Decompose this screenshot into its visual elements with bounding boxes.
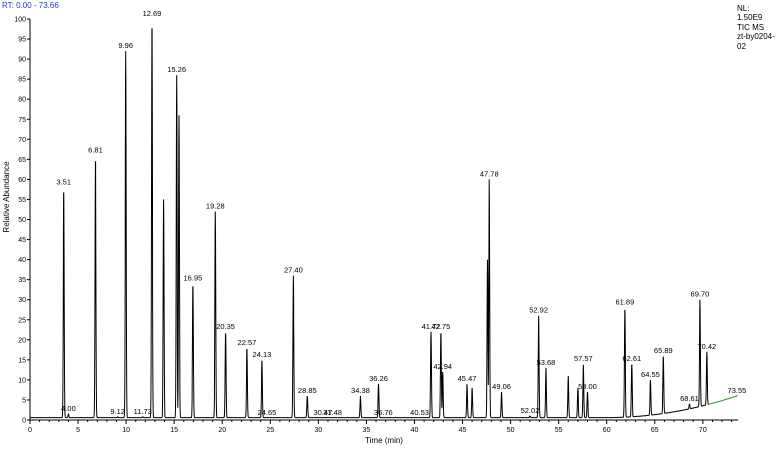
- chromatogram-trace: [30, 28, 709, 419]
- x-tick-label: 25: [266, 427, 274, 434]
- peak-label: 61.89: [615, 298, 634, 307]
- peak-label: 31.48: [323, 408, 342, 417]
- y-tick-label: 0: [22, 418, 26, 425]
- y-tick-label: 45: [18, 237, 26, 244]
- peak-label: 24.13: [253, 350, 272, 359]
- y-tick-label: 65: [18, 157, 26, 164]
- x-tick-label: 35: [363, 427, 371, 434]
- peak-label: 49.06: [492, 382, 511, 391]
- y-tick-label: 90: [18, 57, 26, 64]
- peak-label: 57.57: [574, 354, 593, 363]
- peak-label: 62.61: [622, 354, 641, 363]
- peak-label: 20.35: [216, 322, 235, 331]
- peak-label: 34.38: [351, 386, 370, 395]
- chromatogram-tail-segment: [708, 395, 739, 405]
- x-tick-label: 45: [459, 427, 467, 434]
- x-tick-label: 30: [314, 427, 322, 434]
- x-axis-ticks: 0 5 10 15 20 25 30 35 40 45 50 55 60 65 70: [28, 420, 733, 434]
- y-axis-ticks: 0 5 10 15 20 25 30 35 40 45 50 55 60 65 70 75 80 85 90 95 10…: [14, 17, 30, 425]
- peak-label: 9.12: [110, 407, 125, 416]
- y-tick-label: 100: [14, 17, 26, 24]
- peak-label: 41.72: [422, 322, 441, 331]
- peak-label: 69.70: [691, 290, 710, 299]
- x-tick-label: 20: [218, 427, 226, 434]
- peak-label: 3.51: [56, 177, 71, 186]
- y-tick-label: 95: [18, 37, 26, 44]
- peak-label: 42.94: [433, 362, 452, 371]
- x-tick-label: 40: [411, 427, 419, 434]
- peak-label: 65.89: [654, 346, 673, 355]
- x-axis-title: Time (min): [365, 436, 403, 445]
- peak-label: 19.28: [206, 201, 225, 210]
- y-tick-label: 80: [18, 97, 26, 104]
- x-tick-label: 65: [651, 427, 659, 434]
- y-tick-label: 15: [18, 357, 26, 364]
- x-tick-label: 15: [170, 427, 178, 434]
- peak-label: 73.55: [728, 386, 747, 395]
- peak-label: 24.65: [258, 408, 277, 417]
- peak-label: 68.61: [680, 394, 699, 403]
- x-tick-label: 70: [699, 427, 707, 434]
- sample-name: zt-by0204-: [737, 32, 775, 42]
- y-axis-title: Relative Abundance: [2, 161, 11, 233]
- peak-label: 36.26: [369, 374, 388, 383]
- peak-label: 42.75: [432, 322, 451, 331]
- y-tick-label: 60: [18, 177, 26, 184]
- peak-label: 40.53: [410, 408, 429, 417]
- nl-value: 1.50E9: [737, 13, 763, 23]
- peak-label: 53.68: [537, 358, 556, 367]
- peak-label: 30.47: [313, 408, 332, 417]
- y-tick-label: 20: [18, 337, 26, 344]
- peak-label: 58.00: [578, 382, 597, 391]
- scan-type: TIC MS: [737, 22, 765, 32]
- peak-label: 52.02: [521, 406, 540, 415]
- sample-name-suffix: 02: [737, 41, 746, 51]
- y-tick-label: 75: [18, 117, 26, 124]
- y-tick-label: 50: [18, 217, 26, 224]
- y-tick-label: 85: [18, 77, 26, 84]
- rt-label: RT:: [2, 1, 14, 10]
- peak-label: 28.85: [298, 386, 317, 395]
- peak-label: 15.26: [167, 65, 186, 74]
- x-tick-label: 55: [555, 427, 563, 434]
- y-tick-label: 5: [22, 397, 26, 404]
- peak-label: 64.55: [641, 370, 660, 379]
- peak-label: 47.78: [480, 169, 499, 178]
- x-tick-label: 0: [28, 427, 32, 434]
- peak-label: 9.96: [118, 41, 133, 50]
- normalization-info: NL: 1.50E9 TIC MS zt-by0204- 02: [737, 4, 775, 51]
- peak-label: 6.81: [88, 145, 103, 154]
- nl-label: NL:: [737, 4, 750, 13]
- peak-label: 12.69: [143, 9, 162, 18]
- y-tick-label: 70: [18, 137, 26, 144]
- peak-label: 70.42: [697, 342, 716, 351]
- peak-label: 52.92: [529, 306, 548, 315]
- peak-labels: 3.51 4.00 6.81 9.12 9.96 11.73 12.69 15.26 16.95…: [56, 9, 746, 417]
- peak-label: 16.95: [184, 274, 203, 283]
- peak-label: 11.73: [134, 407, 152, 416]
- y-tick-label: 35: [18, 277, 26, 284]
- peak-label: 22.57: [238, 338, 257, 347]
- y-tick-label: 40: [18, 257, 26, 264]
- y-tick-label: 30: [18, 297, 26, 304]
- x-tick-label: 60: [603, 427, 611, 434]
- peak-label: 4.00: [61, 404, 76, 413]
- rt-range-value: 0.00 - 73.66: [16, 1, 59, 10]
- x-tick-label: 50: [507, 427, 515, 434]
- y-tick-label: 25: [18, 317, 26, 324]
- rt-range-readout: RT: 0.00 - 73.66: [2, 1, 59, 10]
- x-tick-label: 5: [76, 427, 80, 434]
- y-tick-label: 55: [18, 197, 26, 204]
- peak-label: 36.76: [374, 408, 393, 417]
- y-tick-label: 10: [18, 377, 26, 384]
- x-tick-label: 10: [122, 427, 130, 434]
- peak-label: 27.40: [284, 266, 303, 275]
- peak-label: 45.47: [458, 374, 477, 383]
